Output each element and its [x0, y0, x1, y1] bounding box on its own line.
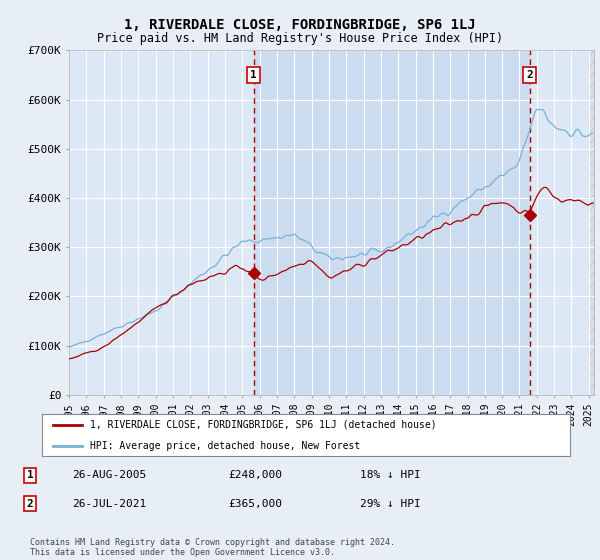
Text: 18% ↓ HPI: 18% ↓ HPI — [360, 470, 421, 480]
Text: 2: 2 — [526, 70, 533, 80]
Text: 29% ↓ HPI: 29% ↓ HPI — [360, 498, 421, 508]
Bar — [589, 50, 594, 395]
Text: 1: 1 — [26, 470, 34, 480]
Text: Contains HM Land Registry data © Crown copyright and database right 2024.
This d: Contains HM Land Registry data © Crown c… — [30, 538, 395, 557]
Text: Price paid vs. HM Land Registry's House Price Index (HPI): Price paid vs. HM Land Registry's House … — [97, 31, 503, 45]
Text: 1, RIVERDALE CLOSE, FORDINGBRIDGE, SP6 1LJ: 1, RIVERDALE CLOSE, FORDINGBRIDGE, SP6 1… — [124, 18, 476, 32]
Text: HPI: Average price, detached house, New Forest: HPI: Average price, detached house, New … — [89, 441, 360, 451]
Text: 26-AUG-2005: 26-AUG-2005 — [72, 470, 146, 480]
Text: 1: 1 — [250, 70, 257, 80]
Bar — [254, 50, 530, 395]
Text: 26-JUL-2021: 26-JUL-2021 — [72, 498, 146, 508]
Text: 1, RIVERDALE CLOSE, FORDINGBRIDGE, SP6 1LJ (detached house): 1, RIVERDALE CLOSE, FORDINGBRIDGE, SP6 1… — [89, 420, 436, 430]
Text: £365,000: £365,000 — [228, 498, 282, 508]
Text: £248,000: £248,000 — [228, 470, 282, 480]
Text: 2: 2 — [26, 498, 34, 508]
